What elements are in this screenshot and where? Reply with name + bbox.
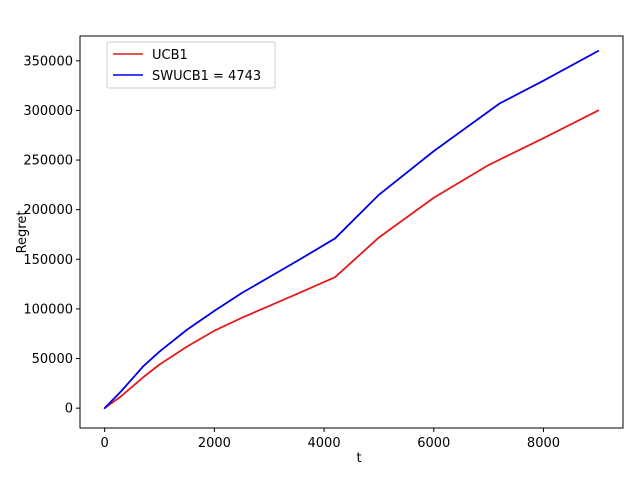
x-tick-label: 6000 (417, 436, 450, 451)
series-layer (103, 49, 600, 410)
y-tick-label: 50000 (32, 352, 73, 367)
y-tick-label: 200000 (23, 203, 73, 218)
x-tick-label: 8000 (527, 436, 560, 451)
y-tick-label: 0 (65, 402, 73, 417)
y-tick-label: 350000 (23, 54, 73, 69)
series-line-ucb1 (103, 109, 600, 410)
y-tick-label: 100000 (23, 302, 73, 317)
y-tick-label: 250000 (23, 154, 73, 169)
legend-label-swucb1: SWUCB1 = 4743 (152, 69, 261, 84)
legend: UCB1 SWUCB1 = 4743 (106, 41, 276, 89)
x-axis-label: t (356, 451, 361, 466)
series-line-swucb1 (103, 49, 600, 410)
y-axis-label: Regret (15, 211, 30, 254)
plot-area (79, 35, 624, 429)
x-axis: 0 2000 4000 6000 8000 (101, 428, 560, 451)
x-tick-label: 2000 (198, 436, 231, 451)
x-tick-label: 0 (101, 436, 109, 451)
y-tick-label: 300000 (23, 104, 73, 119)
legend-label-ucb1: UCB1 (152, 48, 188, 63)
x-tick-label: 4000 (308, 436, 341, 451)
y-tick-label: 150000 (23, 253, 73, 268)
legend-box (106, 41, 276, 89)
y-axis: 0 50000 100000 150000 200000 250000 300000 3500… (23, 54, 80, 417)
